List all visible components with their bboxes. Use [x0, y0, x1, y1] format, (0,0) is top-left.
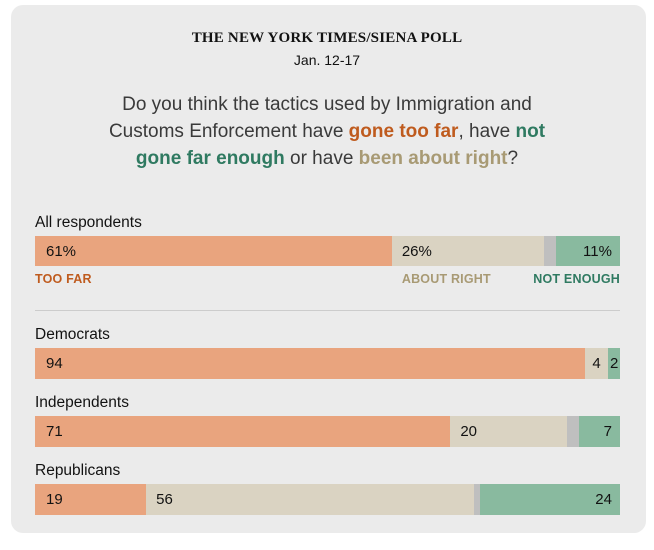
poll-card: THE NEW YORK TIMES/SIENA POLL Jan. 12-17… [11, 5, 646, 533]
bar-value-label: 11% [583, 242, 612, 260]
group-label: Independents [35, 394, 129, 411]
question-text: or have [284, 148, 359, 169]
bar-segment-too-far: 71 [35, 416, 451, 447]
bar-segment-about-right: 4 [584, 348, 609, 379]
bar-value-label: 19 [46, 491, 63, 508]
bar-segment-too-far: 19 [35, 484, 147, 515]
section-divider [35, 310, 620, 311]
question-too-far-phrase: gone too far [348, 121, 459, 142]
bar-segment-not-enough: 24 [479, 484, 620, 515]
question-text: Do you think the tactics used by Immigra… [108, 94, 532, 142]
bar-segment-about-right: 20 [450, 416, 568, 447]
bar-segment-no-answer [567, 416, 580, 447]
bar-segment-about-right: 26% [391, 236, 544, 266]
legend-too-far: TOO FAR [35, 272, 92, 286]
group-label: All respondents [35, 214, 142, 231]
bar-segment-not-enough: 7 [579, 416, 620, 447]
bar-group-row: 94 4 2 [35, 348, 620, 379]
group-label: Republicans [35, 462, 121, 479]
bar-value-label: 7 [603, 423, 612, 440]
bar-value-label: 26% [401, 242, 432, 260]
legend-about-right: ABOUT RIGHT [401, 272, 491, 286]
bar-segment-no-answer [543, 236, 556, 266]
poll-title: THE NEW YORK TIMES/SIENA POLL [191, 30, 463, 46]
bar-segment-too-far: 61% [35, 236, 392, 266]
poll-header: THE NEW YORK TIMES/SIENA POLL Jan. 12-17 [35, 29, 619, 69]
group-label: Democrats [35, 326, 110, 343]
bar-value-label: 4 [592, 355, 601, 372]
bar-value-label: 24 [595, 491, 612, 508]
bar-value-label: 61% [46, 242, 77, 260]
bar-segment-no-answer [473, 484, 480, 515]
poll-date: Jan. 12-17 [293, 52, 361, 68]
question-text: ? [507, 148, 519, 169]
question-about-right-phrase: been about right [358, 148, 508, 169]
bar-value-label: 56 [156, 491, 173, 508]
bar-value-label: 20 [460, 423, 478, 440]
bar-segment-about-right: 56 [146, 484, 474, 515]
bar-group-row: 19 56 24 [35, 484, 620, 515]
poll-bars-chart: All respondents 61% 26% 11% TOO FAR ABOUT RIG… [35, 214, 620, 515]
bar-group-row: 61% 26% 11% [35, 236, 620, 266]
bar-legend: TOO FAR ABOUT RIGHT NOT ENOUGH [35, 272, 620, 288]
bar-segment-not-enough: 11% [555, 236, 620, 266]
poll-question: Do you think the tactics used by Immigra… [90, 91, 564, 172]
question-not-enough-phrase: not gone far enough [135, 121, 546, 169]
bar-segment-not-enough: 2 [608, 348, 620, 379]
bar-value-label: 71 [46, 423, 63, 440]
question-text: , have [458, 121, 516, 142]
bar-group-row: 71 20 7 [35, 416, 620, 447]
bar-value-label: 94 [46, 355, 63, 372]
legend-not-enough: NOT ENOUGH [533, 272, 620, 286]
bar-segment-too-far: 94 [35, 348, 585, 379]
bar-value-label: 2 [609, 355, 619, 372]
